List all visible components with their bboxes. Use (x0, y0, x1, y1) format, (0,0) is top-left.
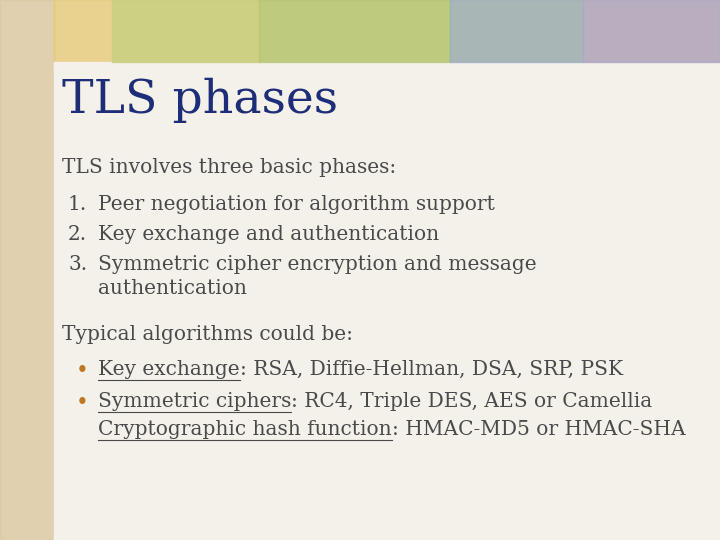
Text: •: • (76, 360, 89, 382)
Bar (0, 0, 54, 540)
Text: 3.: 3. (68, 255, 87, 274)
Text: 2.: 2. (68, 225, 87, 244)
Bar (54, 0, 720, 62)
Text: Symmetric cipher encryption and message
authentication: Symmetric cipher encryption and message … (98, 255, 536, 298)
Text: : RC4, Triple DES, AES or Camellia: : RC4, Triple DES, AES or Camellia (292, 392, 652, 411)
Text: Key exchange: Key exchange (98, 360, 240, 379)
Text: TLS phases: TLS phases (62, 78, 338, 123)
Text: : RSA, Diffie-Hellman, DSA, SRP, PSK: : RSA, Diffie-Hellman, DSA, SRP, PSK (240, 360, 623, 379)
Bar (583, 0, 720, 62)
Text: Cryptographic hash function: Cryptographic hash function (98, 420, 392, 439)
Text: : HMAC-MD5 or HMAC-SHA: : HMAC-MD5 or HMAC-SHA (392, 420, 685, 439)
Text: •: • (76, 392, 89, 414)
Bar (450, 0, 583, 62)
Bar (54, 62, 720, 74)
Bar (112, 0, 259, 62)
Text: Symmetric ciphers: Symmetric ciphers (98, 392, 292, 411)
Bar (54, 62, 720, 540)
Text: Typical algorithms could be:: Typical algorithms could be: (62, 325, 353, 344)
Text: Key exchange and authentication: Key exchange and authentication (98, 225, 439, 244)
Text: Peer negotiation for algorithm support: Peer negotiation for algorithm support (98, 195, 495, 214)
Bar (259, 0, 450, 62)
Text: 1.: 1. (68, 195, 87, 214)
Text: •: • (76, 420, 89, 442)
Text: TLS involves three basic phases:: TLS involves three basic phases: (62, 158, 396, 177)
